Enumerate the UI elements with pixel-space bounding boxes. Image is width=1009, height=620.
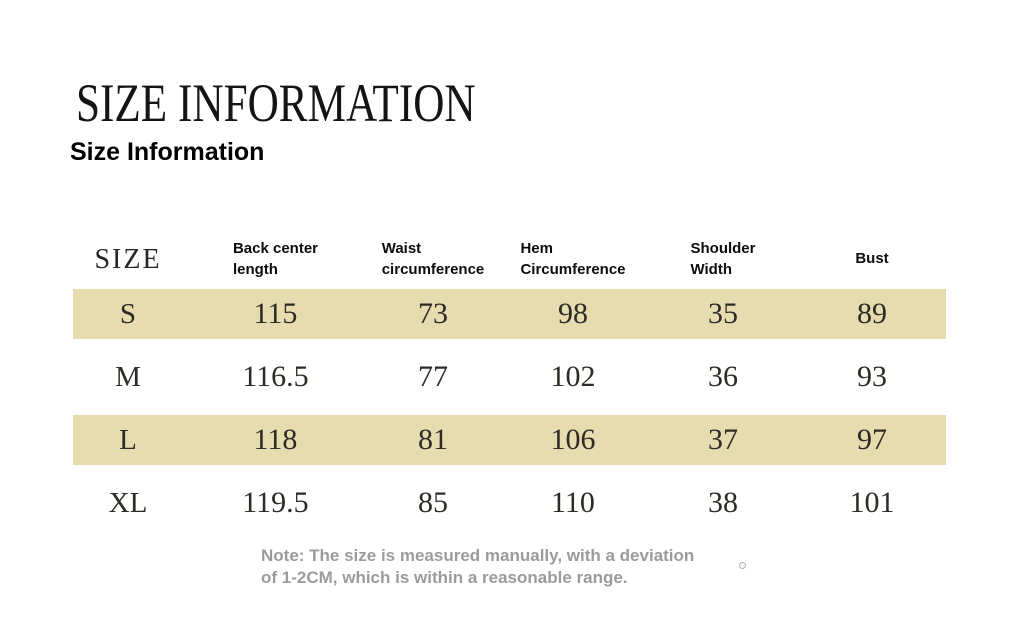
value-cell: 93 (857, 360, 887, 393)
column-header-label: Bust (855, 250, 889, 268)
page-title: SIZE INFORMATION (76, 73, 476, 133)
column-header-bust: Bust (798, 230, 946, 289)
column-header-hem-circumference: Hem Circumference (498, 230, 648, 289)
column-header-label: Hem Circumference (520, 240, 626, 278)
value-cell: 118 (253, 423, 298, 456)
value-cell: 38 (708, 486, 738, 519)
column-header-label: Waist circumference (381, 240, 485, 278)
value-cell: 98 (558, 297, 588, 330)
value-cell: 89 (857, 297, 887, 330)
size-table: SIZE Back center length Waist circumfere… (73, 230, 946, 528)
size-cell: S (119, 297, 137, 330)
table-row-xl: XL 119.5 85 110 38 101 (73, 478, 946, 528)
value-cell: 77 (418, 360, 448, 393)
size-cell: M (115, 360, 141, 393)
value-cell: 116.5 (242, 360, 309, 393)
column-header-back-center-length: Back center length (183, 230, 368, 289)
circle-mark-icon (739, 562, 746, 569)
page-subtitle: Size Information (70, 138, 265, 166)
column-header-label: Back center length (232, 240, 319, 278)
size-table-header: SIZE Back center length Waist circumfere… (73, 230, 946, 289)
value-cell: 36 (708, 360, 738, 393)
column-header-size: SIZE (73, 230, 183, 289)
value-cell: 119.5 (242, 486, 309, 519)
value-cell: 85 (418, 486, 448, 519)
value-cell: 73 (418, 297, 448, 330)
value-cell: 101 (849, 486, 895, 519)
size-cell: L (119, 423, 137, 456)
value-cell: 97 (857, 423, 887, 456)
table-row-s: S 115 73 98 35 89 (73, 289, 946, 339)
table-row-m: M 116.5 77 102 36 93 (73, 352, 946, 402)
note-text: Note: The size is measured manually, wit… (261, 546, 695, 587)
value-cell: 102 (550, 360, 596, 393)
value-cell: 37 (708, 423, 738, 456)
value-cell: 81 (418, 423, 448, 456)
column-header-shoulder-width: Shoulder Width (648, 230, 798, 289)
value-cell: 110 (551, 486, 595, 519)
column-header-waist-circumference: Waist circumference (368, 230, 498, 289)
size-cell: XL (108, 486, 148, 519)
column-header-label: Shoulder Width (690, 240, 756, 278)
value-cell: 35 (708, 297, 738, 330)
table-row-l: L 118 81 106 37 97 (73, 415, 946, 465)
value-cell: 115 (253, 297, 298, 330)
column-header-label: SIZE (94, 243, 162, 275)
value-cell: 106 (550, 423, 596, 456)
